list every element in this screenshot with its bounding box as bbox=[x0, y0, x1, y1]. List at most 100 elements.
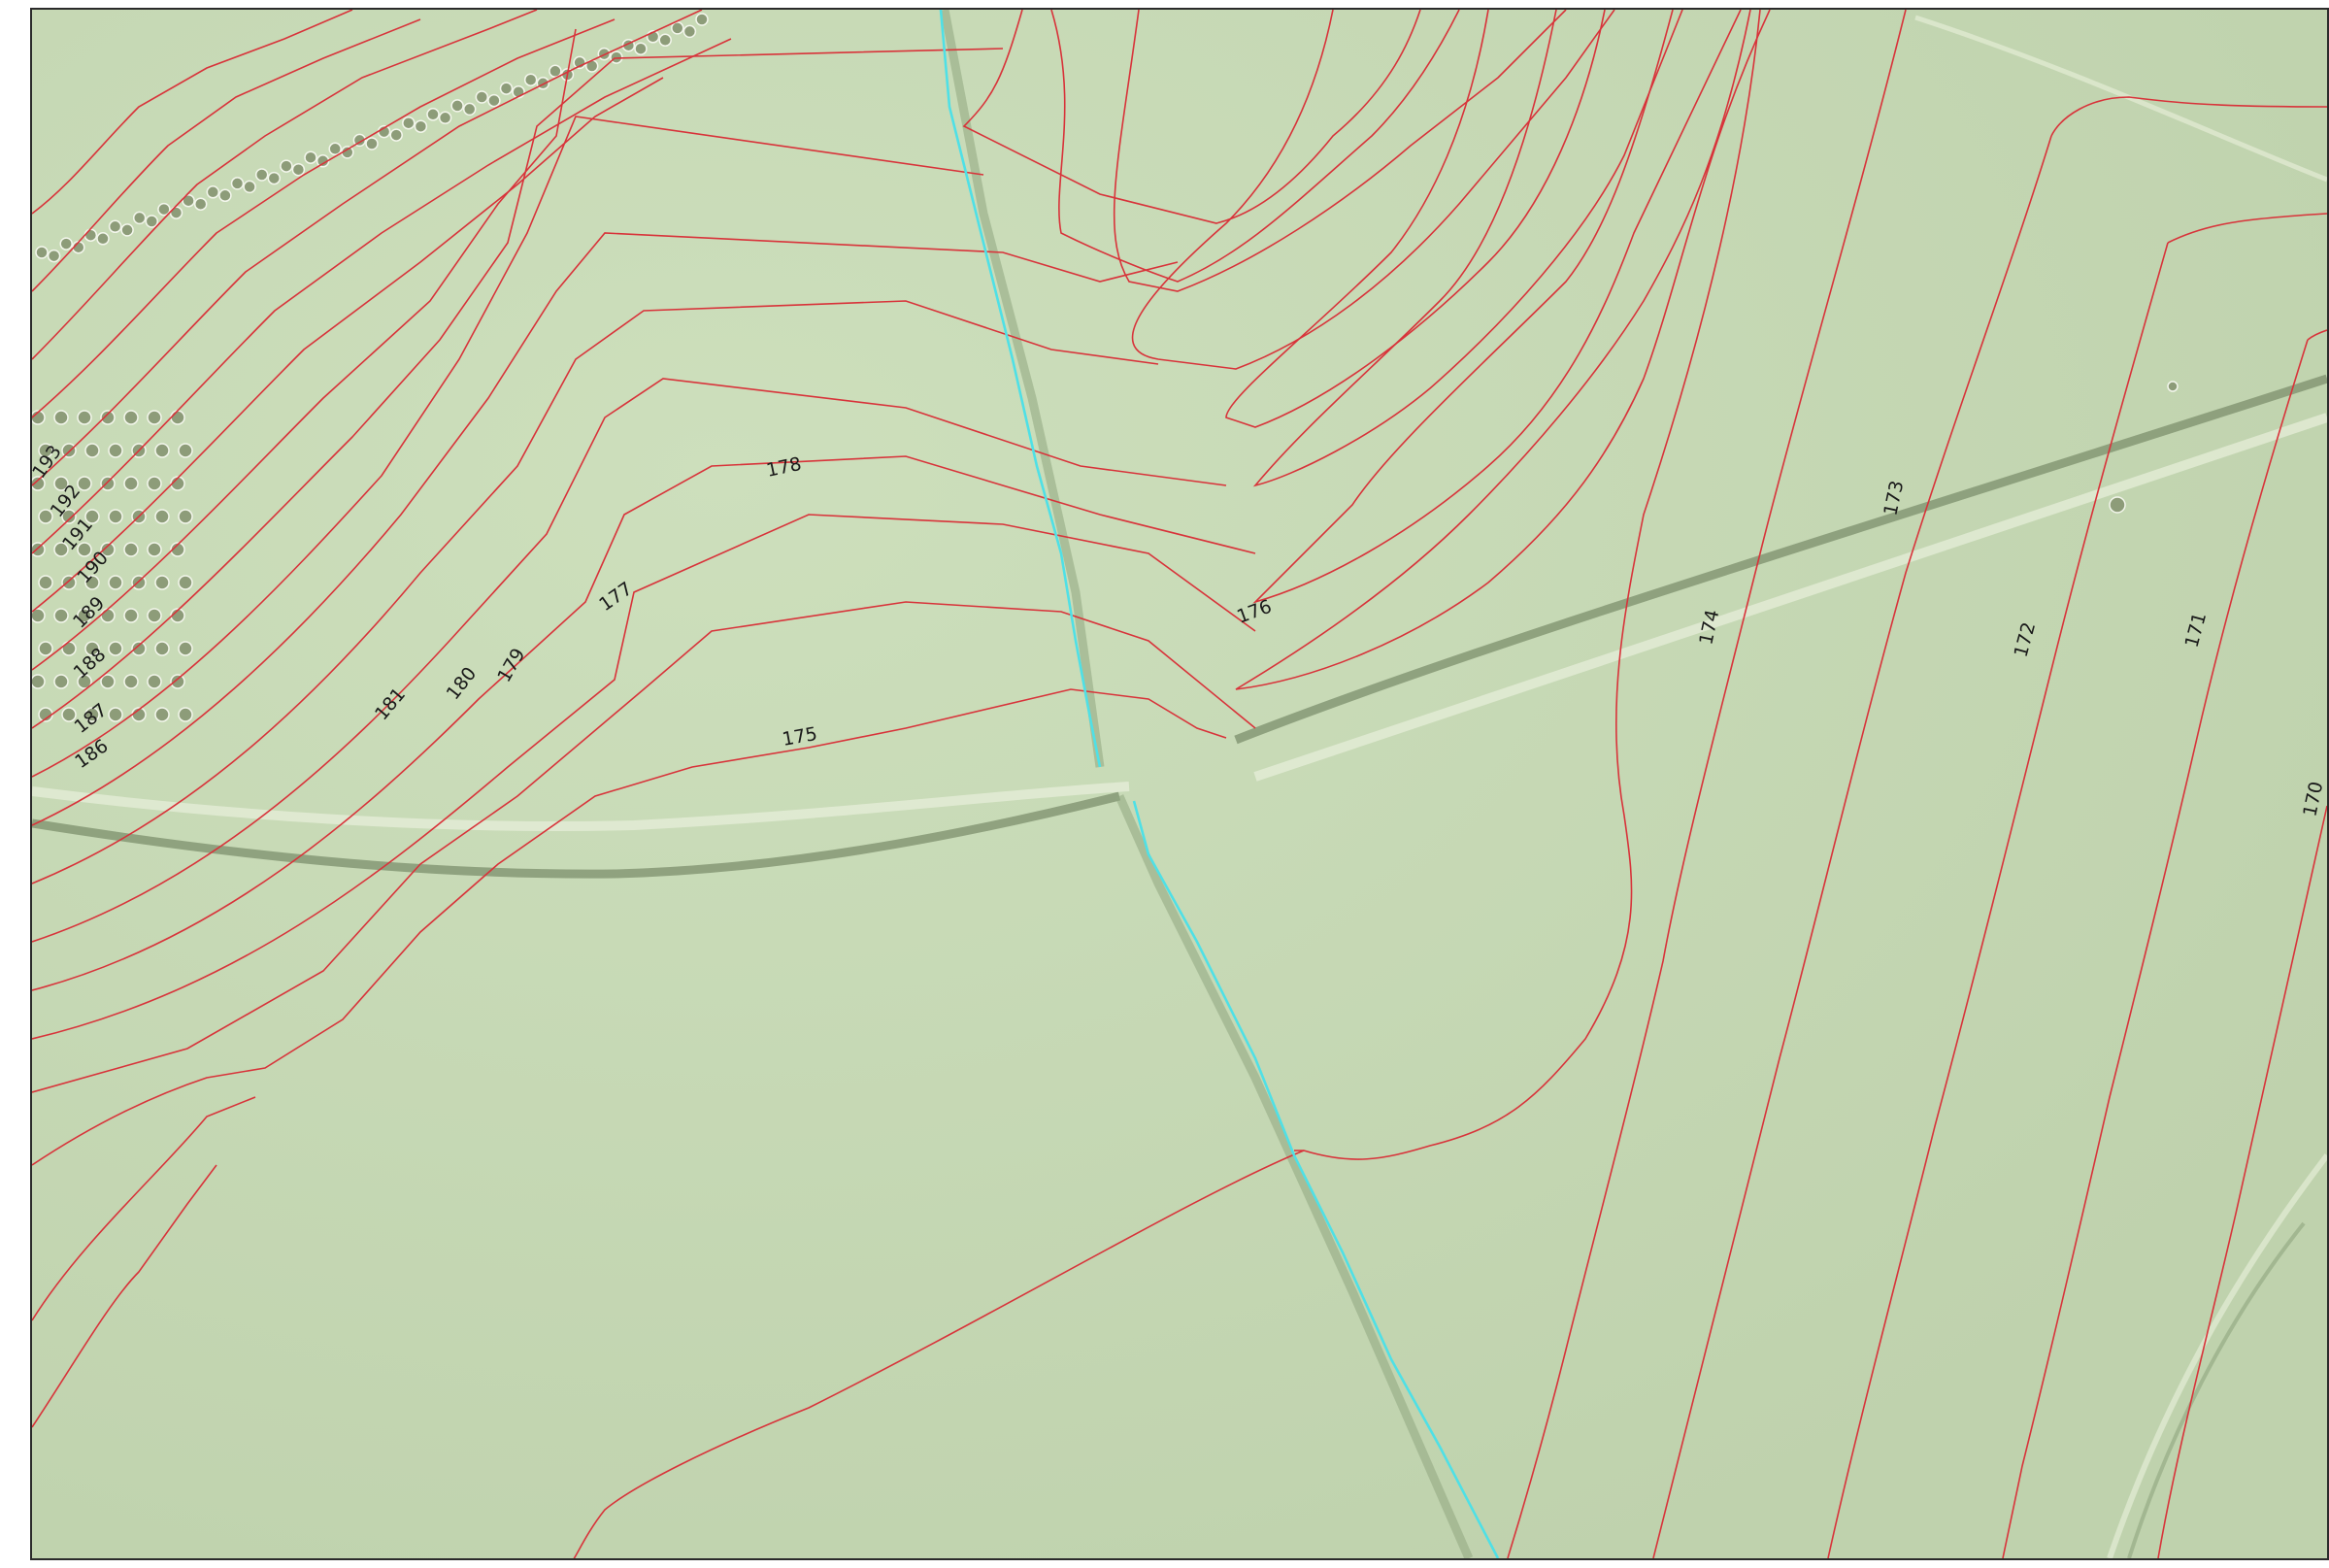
orchard-tree bbox=[61, 707, 77, 722]
contour-line-169 bbox=[2157, 805, 2327, 1558]
contour-line bbox=[32, 77, 664, 613]
orchard-tree bbox=[84, 641, 100, 656]
orchard-tree bbox=[84, 707, 100, 722]
orchard-tree bbox=[178, 707, 193, 722]
orchard-tree bbox=[100, 674, 116, 689]
hedge-tree bbox=[108, 219, 122, 234]
orchard-tree bbox=[61, 575, 77, 590]
hedgerow-trees bbox=[32, 13, 2179, 722]
orchard-tree bbox=[32, 608, 46, 623]
hedge-tree bbox=[549, 64, 562, 79]
orchard-tree bbox=[154, 509, 170, 524]
orchard-tree bbox=[77, 476, 92, 491]
stream-line-lower bbox=[1132, 800, 1500, 1558]
orchard-tree bbox=[32, 542, 46, 557]
hedge-tree bbox=[462, 102, 477, 117]
hedge-tree bbox=[230, 177, 245, 190]
hedge-tree bbox=[523, 73, 538, 86]
terrain-bump bbox=[2167, 381, 2179, 392]
orchard-tree bbox=[77, 674, 92, 689]
orchard-tree bbox=[178, 443, 193, 458]
hedge-tree bbox=[475, 90, 489, 104]
orchard-tree bbox=[147, 410, 162, 425]
hedge-tree bbox=[47, 249, 61, 263]
orchard-tree bbox=[147, 476, 162, 491]
orchard-tree bbox=[147, 542, 162, 557]
hedge-tree bbox=[145, 215, 159, 228]
orchard-tree bbox=[108, 443, 123, 458]
orchard-tree bbox=[154, 641, 170, 656]
orchard-tree bbox=[108, 641, 123, 656]
contour-line bbox=[32, 378, 1227, 943]
orchard-tree bbox=[84, 575, 100, 590]
orchard-tree bbox=[154, 443, 170, 458]
hedge-tree bbox=[328, 142, 342, 156]
contour-line-172b bbox=[1652, 135, 2052, 1558]
orchard-tree bbox=[32, 476, 46, 491]
hedge-tree bbox=[35, 246, 49, 259]
contour-line bbox=[32, 18, 421, 292]
hedge-tree bbox=[132, 211, 147, 225]
contour-line bbox=[32, 38, 732, 554]
hedge-tree bbox=[536, 77, 550, 90]
orchard-tree bbox=[84, 509, 100, 524]
orchard-tree bbox=[178, 641, 193, 656]
orchard-tree bbox=[108, 707, 123, 722]
contour-line bbox=[1225, 10, 1606, 428]
road-highlight bbox=[32, 782, 1130, 831]
orchard-tree bbox=[123, 674, 139, 689]
contour-line-170b bbox=[2002, 339, 2309, 1558]
hedge-tree bbox=[426, 108, 440, 121]
contour-line-171b bbox=[1827, 242, 2169, 1558]
orchard-tree bbox=[53, 476, 69, 491]
hedge-tree bbox=[193, 197, 208, 211]
contour-line bbox=[1235, 10, 1771, 690]
orchard-tree bbox=[53, 608, 69, 623]
hedge-tree bbox=[389, 128, 403, 142]
hedge-tree bbox=[206, 185, 220, 199]
orchard-tree bbox=[170, 608, 185, 623]
contour-line bbox=[32, 10, 703, 486]
orchard-tree bbox=[100, 542, 116, 557]
orchard-tree bbox=[154, 575, 170, 590]
map-canvas[interactable]: 193 192 191 190 189 188 187 186 181 180 … bbox=[32, 10, 2327, 1558]
gully-shadow bbox=[2127, 1221, 2306, 1558]
hedge-tree bbox=[671, 21, 684, 35]
contour-line-171 bbox=[2167, 213, 2327, 244]
hedge-tree bbox=[365, 137, 379, 150]
contour-line bbox=[32, 514, 1256, 1040]
hedge-tree bbox=[267, 171, 282, 185]
hedge-tree bbox=[682, 24, 697, 39]
contour-line bbox=[32, 28, 577, 671]
contour-line bbox=[1131, 10, 1615, 370]
stream-bank-upper bbox=[940, 10, 1105, 768]
orchard-tree bbox=[154, 707, 170, 722]
hedge-tree bbox=[402, 116, 416, 130]
orchard-tree bbox=[123, 476, 139, 491]
stream-bank-lower bbox=[1115, 794, 1474, 1558]
contour-line bbox=[32, 10, 353, 215]
contour-line bbox=[32, 300, 1159, 884]
contour-line bbox=[32, 10, 538, 360]
map-frame: 193 192 191 190 189 188 187 186 181 180 … bbox=[30, 8, 2329, 1560]
hedge-tree bbox=[59, 237, 73, 250]
contour-line bbox=[1252, 10, 1683, 487]
contour-lines bbox=[32, 10, 2327, 1558]
orchard-tree bbox=[61, 641, 77, 656]
contour-line bbox=[1252, 10, 1742, 604]
contour-line bbox=[32, 455, 1256, 991]
orchard-tree bbox=[53, 674, 69, 689]
track-shadow bbox=[1234, 374, 2327, 745]
hedge-tree bbox=[304, 150, 317, 164]
orchard-tree bbox=[38, 509, 53, 524]
orchard-tree bbox=[170, 542, 185, 557]
orchard-tree bbox=[147, 608, 162, 623]
orchard-tree bbox=[32, 674, 46, 689]
contour-line bbox=[32, 48, 1004, 729]
stream-line bbox=[939, 10, 1102, 768]
contour-line-172 bbox=[2050, 96, 2327, 137]
orchard-tree bbox=[77, 608, 92, 623]
hedge-tree bbox=[218, 188, 232, 203]
hedge-tree bbox=[438, 111, 452, 125]
hedge-tree bbox=[414, 119, 428, 133]
